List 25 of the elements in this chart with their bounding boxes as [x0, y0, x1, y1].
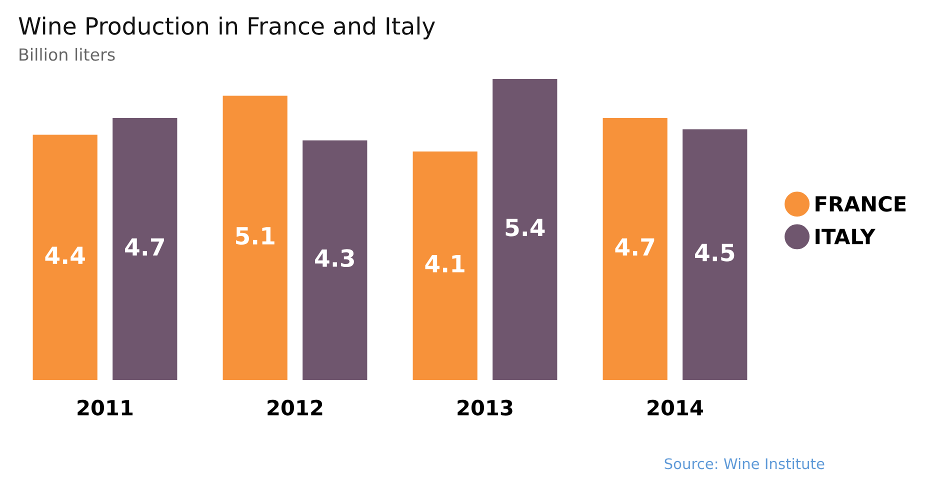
data-label: 4.4 [45, 246, 85, 264]
chart-subtitle: Billion liters [20, 48, 115, 61]
data-label: 4.3 [315, 249, 354, 268]
legend-label: FRANCE [816, 196, 906, 212]
bar [412, 152, 478, 380]
source-note: Source: Wine Institute [664, 458, 824, 470]
legend-label: ITALY [816, 228, 876, 244]
data-label: 4.5 [695, 244, 734, 262]
data-label: 4.7 [615, 238, 654, 256]
bar [112, 118, 178, 380]
bar [32, 134, 98, 380]
bar [492, 79, 558, 380]
data-label: 5.4 [506, 218, 545, 236]
x-tick-label: 2013 [458, 400, 512, 416]
bar [602, 118, 668, 380]
chart-title: Wine Production in France and Italy [18, 16, 435, 40]
bar [302, 140, 368, 380]
data-label: 4.7 [125, 238, 164, 256]
data-label: 5.1 [236, 227, 274, 245]
bar [682, 129, 748, 380]
x-tick-label: 2014 [648, 400, 704, 416]
x-tick-label: 2011 [78, 400, 133, 416]
x-tick-label: 2012 [268, 400, 322, 416]
data-label: 4.1 [425, 255, 464, 272]
bar [222, 96, 288, 380]
